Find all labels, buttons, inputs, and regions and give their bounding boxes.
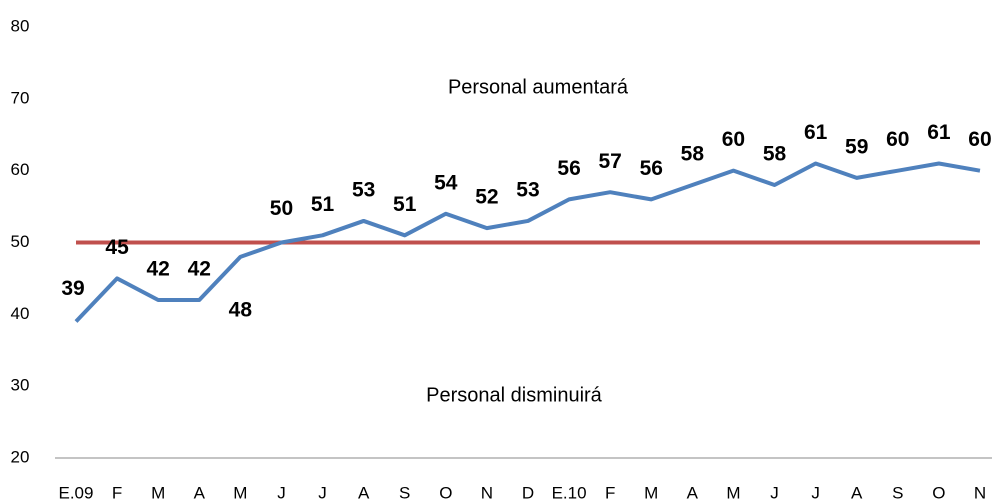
- annotation: Personal aumentará: [448, 76, 629, 98]
- x-tick-label: D: [522, 483, 534, 502]
- y-tick-label: 40: [11, 304, 30, 323]
- y-tick-label: 50: [11, 232, 30, 251]
- x-tick-label: O: [932, 483, 945, 502]
- x-tick-label: M: [233, 483, 247, 502]
- annotation: Personal disminuirá: [426, 384, 603, 406]
- data-label: 61: [927, 121, 951, 144]
- x-tick-label: N: [481, 483, 493, 502]
- y-tick-label: 20: [11, 447, 30, 466]
- x-tick-label: J: [811, 483, 820, 502]
- x-tick-label: A: [851, 483, 863, 502]
- data-label: 45: [105, 236, 129, 259]
- x-tick-label: J: [770, 483, 779, 502]
- data-label: 54: [434, 171, 458, 194]
- x-tick-label: S: [892, 483, 903, 502]
- data-label: 57: [598, 150, 621, 173]
- x-tick-label: A: [358, 483, 370, 502]
- x-tick-label: E.10: [552, 483, 587, 502]
- x-tick-label: F: [112, 483, 122, 502]
- data-label: 58: [763, 143, 787, 166]
- data-label: 61: [804, 121, 828, 144]
- x-tick-label: M: [644, 483, 658, 502]
- x-tick-label: A: [687, 483, 699, 502]
- x-tick-label: N: [974, 483, 986, 502]
- data-label: 58: [681, 143, 705, 166]
- x-tick-label: J: [318, 483, 327, 502]
- data-label: 60: [722, 128, 745, 151]
- y-tick-label: 30: [11, 376, 30, 395]
- y-tick-label: 60: [11, 160, 30, 179]
- data-label: 51: [393, 193, 417, 216]
- x-tick-label: S: [399, 483, 410, 502]
- x-tick-label: E.09: [59, 483, 94, 502]
- x-tick-label: M: [726, 483, 740, 502]
- data-label: 48: [229, 298, 253, 321]
- data-label: 56: [640, 157, 663, 180]
- data-label: 39: [61, 277, 84, 300]
- data-label: 50: [270, 197, 293, 220]
- line-series: [74, 161, 981, 323]
- y-tick-label: 80: [11, 16, 30, 35]
- x-tick-label: F: [605, 483, 615, 502]
- data-label: 60: [886, 128, 909, 151]
- data-label: 53: [352, 178, 375, 201]
- x-tick-label: O: [439, 483, 452, 502]
- y-tick-label: 70: [11, 88, 30, 107]
- x-tick-label: M: [151, 483, 165, 502]
- x-tick-label: J: [277, 483, 286, 502]
- data-label: 42: [147, 258, 170, 281]
- data-label: 53: [516, 178, 539, 201]
- data-label: 52: [475, 186, 498, 209]
- data-label: 42: [188, 258, 211, 281]
- data-label: 60: [968, 128, 991, 151]
- data-label: 59: [845, 135, 868, 158]
- data-label: 56: [557, 157, 580, 180]
- data-label: 51: [311, 193, 335, 216]
- x-tick-label: A: [194, 483, 206, 502]
